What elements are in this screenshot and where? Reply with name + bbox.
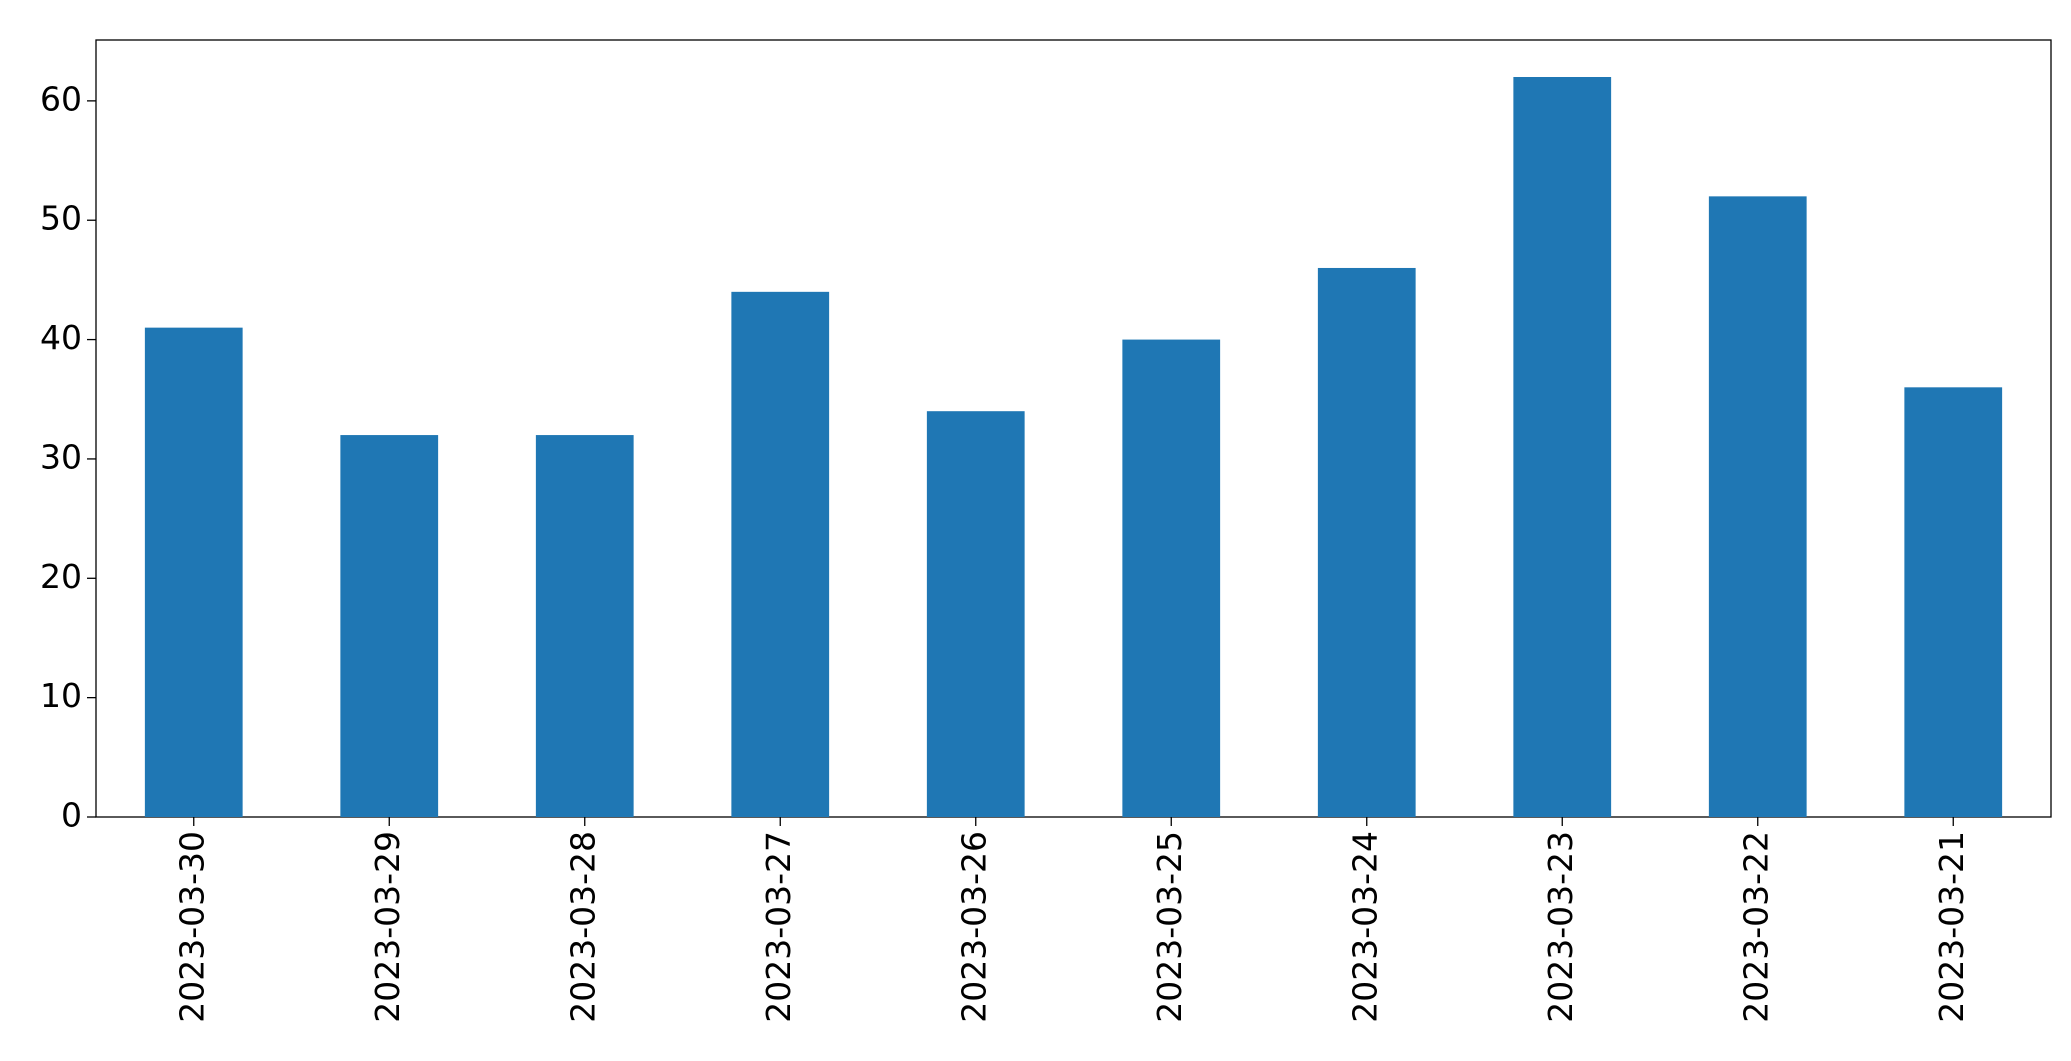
x-tick-label: 2023-03-30 — [172, 831, 211, 1023]
bar — [144, 327, 243, 817]
x-tick-label: 2023-03-24 — [1345, 831, 1384, 1023]
y-tick-label: 60 — [40, 79, 82, 118]
bar — [1122, 339, 1221, 817]
x-tick-label: 2023-03-21 — [1932, 831, 1971, 1023]
y-tick-label: 30 — [40, 437, 82, 476]
x-tick-label: 2023-03-28 — [563, 831, 602, 1023]
bar — [340, 435, 439, 817]
y-tick-label: 50 — [40, 199, 82, 238]
bar — [1904, 387, 2003, 817]
bar — [926, 411, 1025, 817]
x-tick-label: 2023-03-22 — [1736, 831, 1775, 1023]
bar — [1708, 196, 1807, 817]
y-tick-label: 20 — [40, 557, 82, 596]
bar — [1513, 77, 1612, 817]
y-tick-label: 10 — [40, 676, 82, 715]
x-tick-label: 2023-03-27 — [759, 831, 798, 1023]
x-tick-label: 2023-03-25 — [1150, 831, 1189, 1023]
plot-frame — [95, 39, 2052, 818]
bar — [535, 435, 634, 817]
x-tick-label: 2023-03-29 — [368, 831, 407, 1023]
y-tick-label: 40 — [40, 318, 82, 357]
bar — [1317, 267, 1416, 817]
bar — [731, 291, 830, 817]
x-tick-label: 2023-03-23 — [1541, 831, 1580, 1023]
x-tick-label: 2023-03-26 — [954, 831, 993, 1023]
y-tick-label: 0 — [61, 796, 82, 835]
